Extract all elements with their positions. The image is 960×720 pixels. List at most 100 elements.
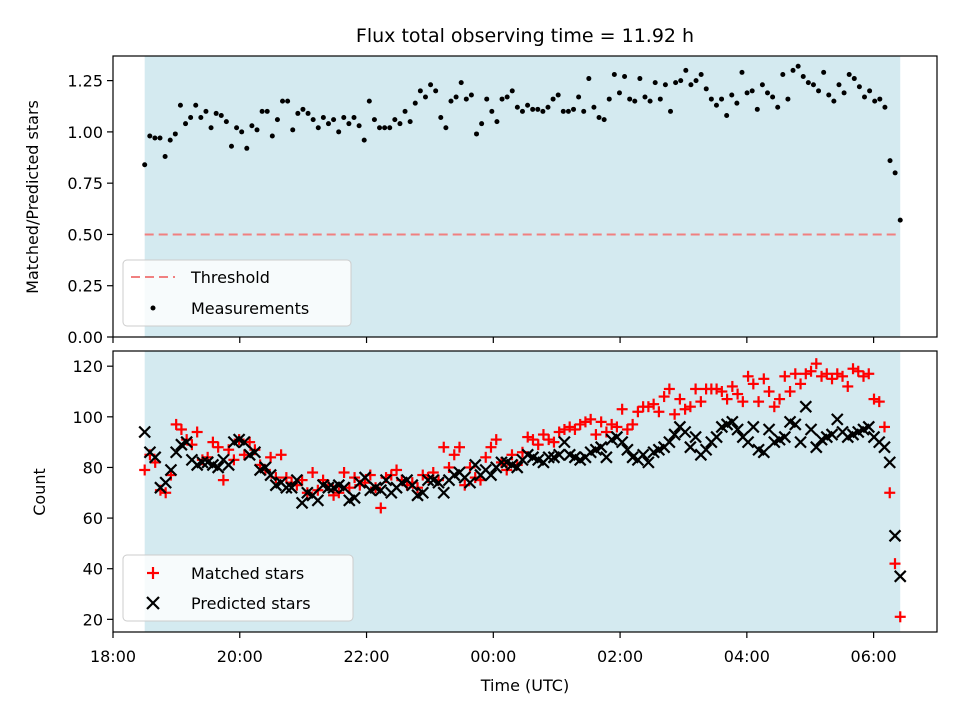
measurement-point xyxy=(356,123,362,129)
matched-star-point xyxy=(343,482,355,494)
measurement-point xyxy=(218,112,224,118)
predicted-star-point xyxy=(285,481,298,494)
y-tick-label: 0.25 xyxy=(67,277,103,296)
x-tick-label: 18:00 xyxy=(90,647,136,666)
matched-star-point xyxy=(847,363,859,375)
measurement-point xyxy=(611,71,617,77)
measurement-point xyxy=(463,96,469,102)
matched-star-point xyxy=(863,368,875,380)
measurement-point xyxy=(897,217,903,223)
matched-star-point xyxy=(747,378,759,390)
measurement-point xyxy=(586,76,592,82)
predicted-star-point xyxy=(600,451,613,464)
measurement-point xyxy=(637,76,643,82)
predicted-star-point xyxy=(280,481,293,494)
measurement-point xyxy=(428,82,434,88)
measurement-point xyxy=(239,129,245,135)
ratio-x-ticks xyxy=(112,337,875,343)
chart-title: Flux total observing time = 11.92 h xyxy=(356,25,694,47)
measurement-point xyxy=(550,96,556,102)
measurement-point xyxy=(851,76,857,82)
predicted-star-point xyxy=(337,481,351,494)
measurement-point xyxy=(821,69,827,75)
measurement-point xyxy=(448,98,454,104)
x-tick-label: 00:00 xyxy=(470,647,516,666)
measurement-point xyxy=(770,94,776,100)
measurement-point xyxy=(315,125,321,131)
measurement-point xyxy=(540,108,546,114)
legend-predicted-label: Predicted stars xyxy=(191,594,311,613)
measurement-point xyxy=(872,98,878,104)
matched-star-point xyxy=(438,441,450,453)
matched-star-point xyxy=(732,388,744,400)
measurement-point xyxy=(596,115,602,121)
predicted-star-point xyxy=(196,456,209,469)
matched-star-point xyxy=(448,449,460,461)
predicted-star-point xyxy=(374,483,388,497)
predicted-star-point xyxy=(678,425,692,439)
predicted-star-point xyxy=(180,435,193,449)
measurement-point xyxy=(703,86,709,92)
measurement-point xyxy=(228,143,234,149)
matched-star-point xyxy=(391,464,403,476)
measurement-point xyxy=(499,96,505,102)
measurement-point xyxy=(790,67,796,73)
predicted-star-point xyxy=(799,400,813,413)
x-tick-label: 06:00 xyxy=(851,647,897,666)
predicted-star-point xyxy=(668,428,681,441)
measurement-point xyxy=(775,104,781,110)
predicted-star-point xyxy=(379,473,393,487)
legend-matched-label: Matched stars xyxy=(191,564,304,583)
measurement-point xyxy=(862,94,868,100)
predicted-star-point xyxy=(642,456,655,469)
measurement-point xyxy=(290,127,296,133)
measurement-point xyxy=(545,104,551,110)
matched-star-point xyxy=(238,449,250,461)
predicted-star-point xyxy=(699,443,713,457)
measurement-point xyxy=(177,102,183,108)
measurement-point xyxy=(188,115,194,121)
measurement-point xyxy=(846,71,852,77)
predicted-star-point xyxy=(762,423,776,436)
predicted-star-point xyxy=(747,420,760,434)
predicted-star-point xyxy=(259,461,272,474)
measurement-point xyxy=(622,74,628,80)
y-tick-label: 1.00 xyxy=(67,123,103,142)
measurement-point xyxy=(494,119,500,125)
predicted-star-point xyxy=(804,423,818,436)
measurement-point xyxy=(377,125,383,131)
measurement-point xyxy=(417,88,423,94)
measurement-point xyxy=(749,88,755,94)
measurement-point xyxy=(504,94,510,100)
matched-star-point xyxy=(275,449,287,461)
measurement-point xyxy=(433,88,439,94)
matched-star-point xyxy=(894,611,906,623)
measurement-point xyxy=(877,96,883,102)
predicted-star-point xyxy=(789,418,802,431)
measurement-point xyxy=(887,158,893,164)
y-tick-label: 1.25 xyxy=(67,72,103,91)
measurement-point xyxy=(647,98,653,104)
measurement-point xyxy=(632,98,638,104)
ratio-panel: 0.00 0.25 0.50 0.75 1.00 1.25 Matched/Predict… xyxy=(23,55,938,347)
measurement-point xyxy=(269,133,275,139)
measurement-point xyxy=(759,82,765,88)
y-tick-label: 0.50 xyxy=(67,225,103,244)
predicted-star-point xyxy=(311,494,325,507)
measurement-point xyxy=(489,108,495,114)
measurement-point xyxy=(882,104,888,110)
matched-star-point xyxy=(648,398,660,410)
measurement-point xyxy=(535,106,541,112)
matched-star-point xyxy=(784,386,796,398)
predicted-star-point xyxy=(510,461,524,474)
matched-star-point xyxy=(878,421,890,433)
count-panel: 20 40 60 80 100 120 18:00 20:00 22:00 00:00 02:00… xyxy=(30,350,938,695)
measurement-point xyxy=(724,112,730,118)
measurement-point xyxy=(254,127,260,133)
predicted-star-point xyxy=(888,529,902,543)
predicted-star-point xyxy=(778,430,792,444)
measurement-point xyxy=(361,137,367,143)
measurement-point xyxy=(892,170,898,176)
matched-star-point xyxy=(553,426,565,438)
measurement-point xyxy=(571,106,577,112)
